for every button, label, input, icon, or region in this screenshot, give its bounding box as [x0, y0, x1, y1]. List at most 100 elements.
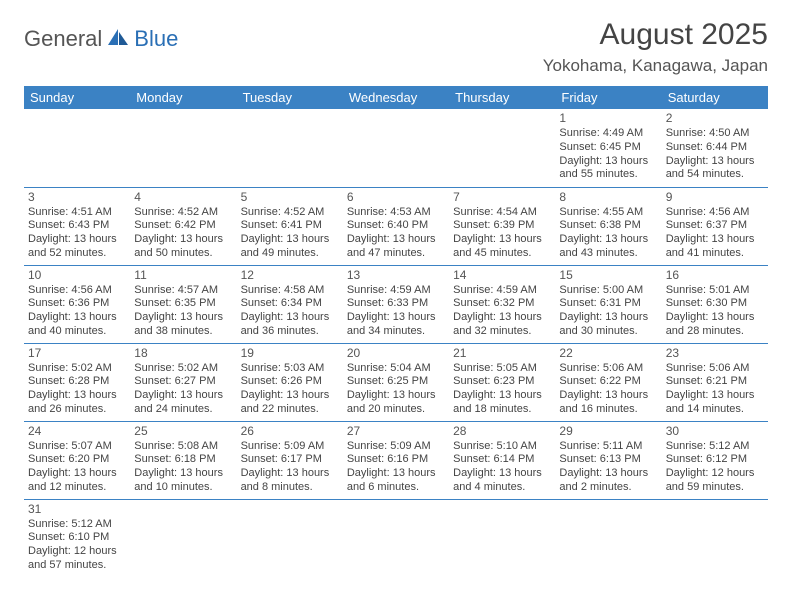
- day-header: Friday: [555, 86, 661, 109]
- sunset-text: Sunset: 6:35 PM: [134, 297, 232, 311]
- calendar-row: 17Sunrise: 5:02 AMSunset: 6:28 PMDayligh…: [24, 343, 768, 421]
- daylight-text: Daylight: 13 hours and 52 minutes.: [28, 233, 126, 261]
- sunset-text: Sunset: 6:34 PM: [241, 297, 339, 311]
- daylight-text: Daylight: 13 hours and 18 minutes.: [453, 389, 551, 417]
- calendar-cell: 18Sunrise: 5:02 AMSunset: 6:27 PMDayligh…: [130, 343, 236, 421]
- calendar-cell: 3Sunrise: 4:51 AMSunset: 6:43 PMDaylight…: [24, 187, 130, 265]
- sunrise-text: Sunrise: 5:05 AM: [453, 362, 551, 376]
- day-number: 5: [241, 190, 339, 205]
- sail-icon: [106, 27, 130, 52]
- calendar-cell: 31Sunrise: 5:12 AMSunset: 6:10 PMDayligh…: [24, 499, 130, 577]
- day-number: 27: [347, 424, 445, 439]
- calendar-cell: 9Sunrise: 4:56 AMSunset: 6:37 PMDaylight…: [662, 187, 768, 265]
- sunset-text: Sunset: 6:17 PM: [241, 453, 339, 467]
- calendar-cell: 5Sunrise: 4:52 AMSunset: 6:41 PMDaylight…: [237, 187, 343, 265]
- daylight-text: Daylight: 13 hours and 6 minutes.: [347, 467, 445, 495]
- sunrise-text: Sunrise: 4:59 AM: [347, 284, 445, 298]
- calendar-cell: 26Sunrise: 5:09 AMSunset: 6:17 PMDayligh…: [237, 421, 343, 499]
- sunrise-text: Sunrise: 4:52 AM: [134, 206, 232, 220]
- calendar-cell: 16Sunrise: 5:01 AMSunset: 6:30 PMDayligh…: [662, 265, 768, 343]
- daylight-text: Daylight: 13 hours and 50 minutes.: [134, 233, 232, 261]
- day-header: Wednesday: [343, 86, 449, 109]
- sunset-text: Sunset: 6:37 PM: [666, 219, 764, 233]
- daylight-text: Daylight: 13 hours and 26 minutes.: [28, 389, 126, 417]
- day-number: 10: [28, 268, 126, 283]
- sunset-text: Sunset: 6:42 PM: [134, 219, 232, 233]
- calendar-cell: 29Sunrise: 5:11 AMSunset: 6:13 PMDayligh…: [555, 421, 661, 499]
- calendar-row: 24Sunrise: 5:07 AMSunset: 6:20 PMDayligh…: [24, 421, 768, 499]
- calendar-cell: 14Sunrise: 4:59 AMSunset: 6:32 PMDayligh…: [449, 265, 555, 343]
- calendar-row: 3Sunrise: 4:51 AMSunset: 6:43 PMDaylight…: [24, 187, 768, 265]
- calendar-cell: 22Sunrise: 5:06 AMSunset: 6:22 PMDayligh…: [555, 343, 661, 421]
- daylight-text: Daylight: 13 hours and 47 minutes.: [347, 233, 445, 261]
- header: General Blue August 2025 Yokohama, Kanag…: [24, 18, 768, 76]
- calendar-cell: 20Sunrise: 5:04 AMSunset: 6:25 PMDayligh…: [343, 343, 449, 421]
- daylight-text: Daylight: 13 hours and 32 minutes.: [453, 311, 551, 339]
- sunset-text: Sunset: 6:27 PM: [134, 375, 232, 389]
- sunset-text: Sunset: 6:28 PM: [28, 375, 126, 389]
- daylight-text: Daylight: 13 hours and 14 minutes.: [666, 389, 764, 417]
- sunrise-text: Sunrise: 4:52 AM: [241, 206, 339, 220]
- calendar-cell: 28Sunrise: 5:10 AMSunset: 6:14 PMDayligh…: [449, 421, 555, 499]
- sunset-text: Sunset: 6:13 PM: [559, 453, 657, 467]
- location: Yokohama, Kanagawa, Japan: [543, 56, 768, 76]
- sunrise-text: Sunrise: 4:50 AM: [666, 127, 764, 141]
- calendar-cell: 12Sunrise: 4:58 AMSunset: 6:34 PMDayligh…: [237, 265, 343, 343]
- calendar-cell: 24Sunrise: 5:07 AMSunset: 6:20 PMDayligh…: [24, 421, 130, 499]
- day-number: 2: [666, 111, 764, 126]
- sunset-text: Sunset: 6:45 PM: [559, 141, 657, 155]
- sunrise-text: Sunrise: 4:56 AM: [666, 206, 764, 220]
- day-header: Monday: [130, 86, 236, 109]
- sunrise-text: Sunrise: 4:51 AM: [28, 206, 126, 220]
- sunrise-text: Sunrise: 5:08 AM: [134, 440, 232, 454]
- calendar-cell: [662, 499, 768, 577]
- daylight-text: Daylight: 13 hours and 8 minutes.: [241, 467, 339, 495]
- logo-text-blue: Blue: [134, 26, 178, 52]
- sunrise-text: Sunrise: 5:09 AM: [241, 440, 339, 454]
- calendar-cell: [237, 499, 343, 577]
- calendar-cell: [343, 109, 449, 187]
- daylight-text: Daylight: 13 hours and 36 minutes.: [241, 311, 339, 339]
- sunset-text: Sunset: 6:33 PM: [347, 297, 445, 311]
- sunset-text: Sunset: 6:14 PM: [453, 453, 551, 467]
- day-number: 19: [241, 346, 339, 361]
- daylight-text: Daylight: 13 hours and 41 minutes.: [666, 233, 764, 261]
- sunset-text: Sunset: 6:18 PM: [134, 453, 232, 467]
- day-header: Tuesday: [237, 86, 343, 109]
- calendar-cell: 23Sunrise: 5:06 AMSunset: 6:21 PMDayligh…: [662, 343, 768, 421]
- sunset-text: Sunset: 6:25 PM: [347, 375, 445, 389]
- sunrise-text: Sunrise: 4:57 AM: [134, 284, 232, 298]
- sunrise-text: Sunrise: 4:54 AM: [453, 206, 551, 220]
- sunset-text: Sunset: 6:12 PM: [666, 453, 764, 467]
- month-title: August 2025: [543, 18, 768, 52]
- calendar-body: 1Sunrise: 4:49 AMSunset: 6:45 PMDaylight…: [24, 109, 768, 577]
- calendar-cell: 25Sunrise: 5:08 AMSunset: 6:18 PMDayligh…: [130, 421, 236, 499]
- calendar-cell: 13Sunrise: 4:59 AMSunset: 6:33 PMDayligh…: [343, 265, 449, 343]
- day-header: Sunday: [24, 86, 130, 109]
- calendar-cell: 8Sunrise: 4:55 AMSunset: 6:38 PMDaylight…: [555, 187, 661, 265]
- calendar-cell: 11Sunrise: 4:57 AMSunset: 6:35 PMDayligh…: [130, 265, 236, 343]
- sunrise-text: Sunrise: 5:11 AM: [559, 440, 657, 454]
- calendar-table: Sunday Monday Tuesday Wednesday Thursday…: [24, 86, 768, 577]
- sunset-text: Sunset: 6:39 PM: [453, 219, 551, 233]
- sunrise-text: Sunrise: 5:03 AM: [241, 362, 339, 376]
- daylight-text: Daylight: 13 hours and 4 minutes.: [453, 467, 551, 495]
- day-number: 28: [453, 424, 551, 439]
- sunrise-text: Sunrise: 5:02 AM: [134, 362, 232, 376]
- calendar-cell: 17Sunrise: 5:02 AMSunset: 6:28 PMDayligh…: [24, 343, 130, 421]
- calendar-cell: [555, 499, 661, 577]
- day-number: 15: [559, 268, 657, 283]
- day-number: 14: [453, 268, 551, 283]
- sunrise-text: Sunrise: 4:55 AM: [559, 206, 657, 220]
- day-number: 8: [559, 190, 657, 205]
- daylight-text: Daylight: 13 hours and 12 minutes.: [28, 467, 126, 495]
- day-number: 7: [453, 190, 551, 205]
- calendar-cell: [130, 499, 236, 577]
- day-number: 18: [134, 346, 232, 361]
- daylight-text: Daylight: 13 hours and 55 minutes.: [559, 155, 657, 183]
- sunrise-text: Sunrise: 5:12 AM: [28, 518, 126, 532]
- sunset-text: Sunset: 6:41 PM: [241, 219, 339, 233]
- calendar-cell: 6Sunrise: 4:53 AMSunset: 6:40 PMDaylight…: [343, 187, 449, 265]
- sunrise-text: Sunrise: 4:56 AM: [28, 284, 126, 298]
- sunset-text: Sunset: 6:38 PM: [559, 219, 657, 233]
